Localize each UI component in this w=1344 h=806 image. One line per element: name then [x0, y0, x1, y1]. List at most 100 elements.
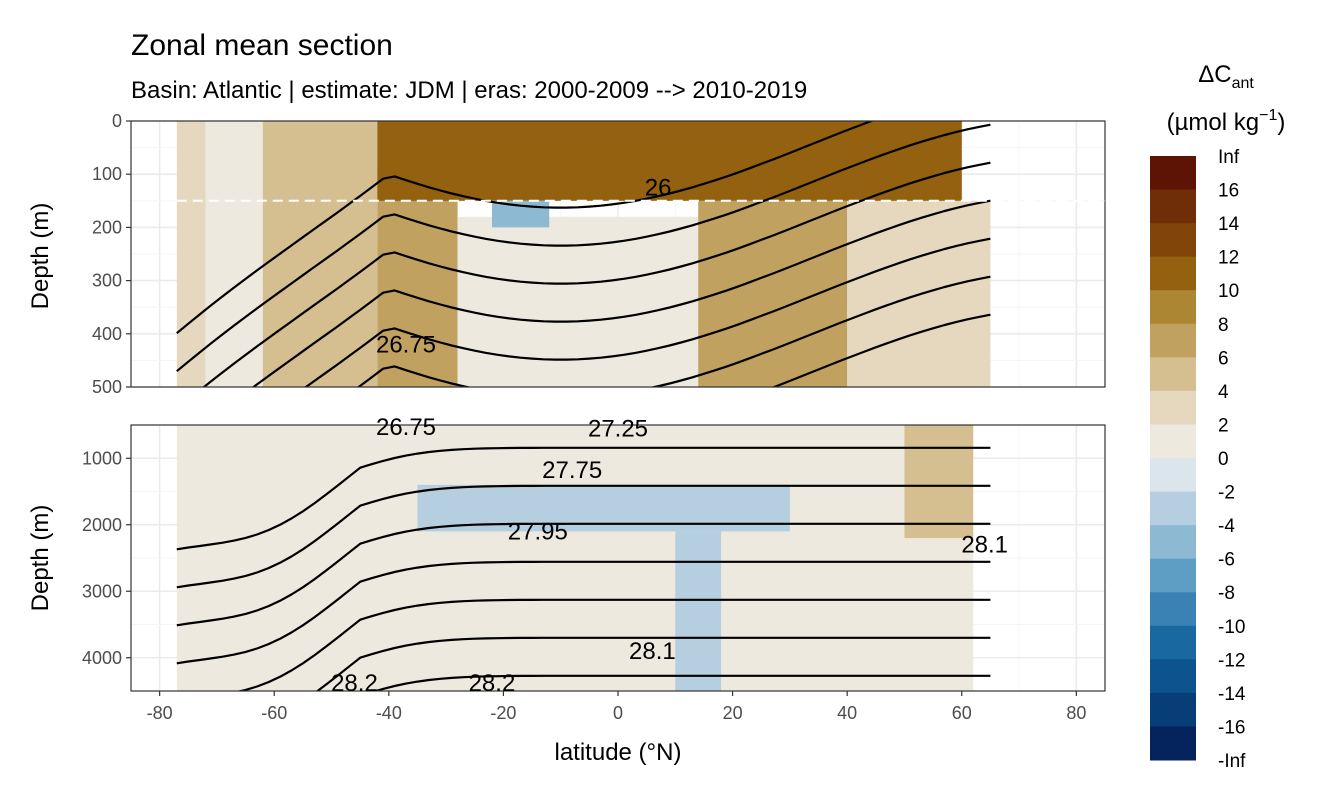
legend-swatch	[1150, 592, 1196, 627]
isopycnal-line	[176, 121, 875, 335]
legend-swatch	[1150, 156, 1196, 191]
x-tick-label: -20	[490, 703, 516, 723]
legend-break-label: -4	[1218, 516, 1235, 537]
legend-break-label: 10	[1218, 281, 1239, 302]
y-tick-label: 300	[92, 271, 122, 291]
legend-break-label: -16	[1218, 717, 1245, 738]
legend-break-label: 0	[1218, 449, 1229, 470]
legend-break-label: -Inf	[1218, 751, 1246, 772]
isopycnal-line	[176, 123, 991, 373]
fill-band	[205, 121, 263, 387]
legend-swatch	[1150, 458, 1196, 493]
isopycnal-line	[176, 484, 991, 589]
legend-swatch	[1150, 290, 1196, 325]
x-tick-label: 40	[837, 703, 857, 723]
chart-title: Zonal mean section	[131, 29, 393, 62]
legend-break-label: 2	[1218, 415, 1229, 436]
isopycnal-line	[176, 560, 991, 665]
legend-colorbar: Inf 16 14 12 10 8 6 4 2 0 -2 -4 -6 -8 -10 -12 -14 -16 -Inf	[1150, 147, 1246, 772]
isopycnal-line	[251, 199, 991, 387]
legend-unit-sup: −1	[1259, 107, 1277, 124]
x-axis-title: latitude (°N)	[555, 739, 682, 766]
contour-label: 27.75	[542, 457, 602, 484]
contour-label: 28.1	[961, 532, 1008, 559]
x-tick-label: -80	[147, 703, 173, 723]
legend-unit: (µmol kg−1)	[1167, 107, 1286, 136]
fill-band	[457, 216, 699, 387]
x-tick-label: -40	[376, 703, 402, 723]
legend-title-main: ΔC	[1198, 61, 1231, 88]
contour-lines	[176, 121, 991, 387]
legend-break-label: -2	[1218, 483, 1235, 504]
x-tick-label: -60	[261, 703, 287, 723]
legend-break-label: 6	[1218, 348, 1229, 369]
isopycnal-line	[371, 674, 991, 691]
fill-band	[377, 174, 458, 387]
legend-swatch	[1150, 189, 1196, 224]
legend-break-label: -12	[1218, 650, 1245, 671]
y-tick-label: 3000	[82, 581, 122, 601]
x-tick-label: 80	[1066, 703, 1086, 723]
isopycnal-line	[315, 636, 991, 691]
legend-swatch	[1150, 424, 1196, 459]
contour-label: 26.75	[376, 414, 436, 441]
contour-label: 26.75	[376, 331, 436, 358]
isopycnal-line	[176, 522, 991, 627]
legend-title: ΔCant	[1198, 61, 1254, 92]
y-tick-label: 200	[92, 217, 122, 237]
upper-panel: 0 100 200 300 400 500 26 26.75	[92, 111, 1106, 397]
contour-label: 28.2	[331, 670, 378, 697]
isopycnal-line	[356, 275, 991, 387]
y-tick-label: 2000	[82, 515, 122, 535]
legend-break-label: -8	[1218, 583, 1235, 604]
isopycnal-line	[202, 161, 991, 387]
legend-swatch	[1150, 558, 1196, 593]
contour-lines	[176, 446, 991, 691]
contour-label: 26	[645, 175, 672, 202]
y-tick-label: 500	[92, 377, 122, 397]
y-tick-label: 1000	[82, 448, 122, 468]
legend-break-label: 4	[1218, 382, 1229, 403]
legend-unit-close: )	[1277, 109, 1285, 136]
chart-subtitle: Basin: Atlantic | estimate: JDM | eras: …	[131, 77, 807, 104]
legend-break-label: Inf	[1218, 147, 1240, 168]
isopycnal-line	[236, 598, 991, 691]
lower-panel: 1000 2000 3000 4000 26.75 27.25 27.75 27.95 28.1…	[82, 414, 1106, 697]
legend-swatch	[1150, 625, 1196, 660]
legend-swatch	[1150, 659, 1196, 694]
y-tick-label: 400	[92, 324, 122, 344]
fill-band	[176, 425, 974, 691]
y-tick-label: 100	[92, 164, 122, 184]
legend-swatch	[1150, 491, 1196, 526]
x-tick-label: 20	[723, 703, 743, 723]
contour-label: 27.95	[508, 518, 568, 545]
isopycnal-line	[176, 446, 991, 551]
legend-break-label: 8	[1218, 315, 1229, 336]
legend-swatch	[1150, 525, 1196, 560]
fill-band	[904, 425, 974, 539]
x-tick-label: 60	[952, 703, 972, 723]
legend-swatch	[1150, 726, 1196, 761]
legend-swatch	[1150, 692, 1196, 727]
fill-band	[176, 121, 206, 387]
y-tick-label: 0	[112, 111, 122, 131]
color-legend: ΔCant (µmol kg−1) Inf 16 14 12 10 8 6 4 2 0 -2 -4 -6…	[1150, 61, 1285, 772]
fill-band	[262, 121, 378, 387]
x-axis: -80 -60 -40 -20 0 20 40 60 80	[147, 691, 1086, 723]
x-tick-label: 0	[613, 703, 623, 723]
legend-unit-main: (µmol kg	[1167, 109, 1260, 136]
legend-break-label: -10	[1218, 617, 1245, 638]
isopycnal-line	[771, 313, 991, 387]
fill-band	[698, 200, 848, 387]
legend-title-sub: ant	[1232, 75, 1255, 92]
legend-swatch	[1150, 323, 1196, 358]
legend-swatch	[1150, 256, 1196, 291]
legend-break-label: -14	[1218, 684, 1246, 705]
y-axis-title-upper: Depth (m)	[27, 203, 54, 310]
y-tick-label: 4000	[82, 648, 122, 668]
legend-break-label: 16	[1218, 181, 1239, 202]
fill-band	[675, 531, 722, 691]
legend-break-label: -6	[1218, 550, 1235, 571]
contour-label: 28.1	[629, 638, 676, 665]
